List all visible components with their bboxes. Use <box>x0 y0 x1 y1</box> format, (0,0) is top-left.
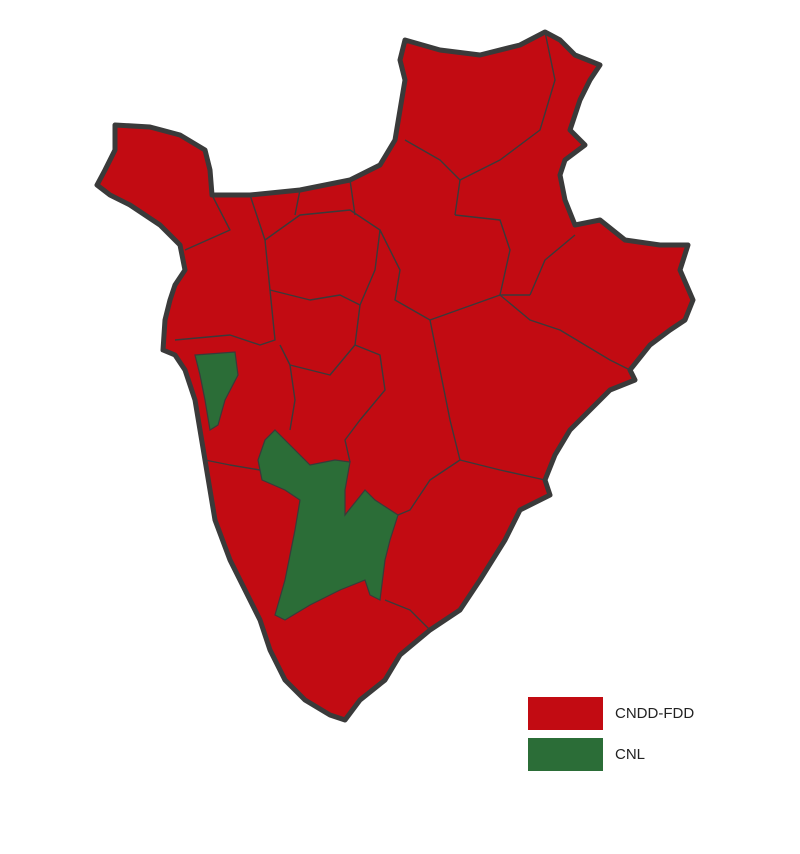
legend-swatch <box>528 697 603 730</box>
legend-swatch <box>528 738 603 771</box>
province-border <box>294 189 301 216</box>
province-border <box>279 304 361 376</box>
province-border <box>404 139 461 216</box>
province-border <box>384 599 431 631</box>
province-border <box>204 459 261 471</box>
province-border <box>289 364 296 431</box>
province-border <box>184 194 231 251</box>
cnl-region-west <box>194 351 239 431</box>
province-border <box>454 214 530 296</box>
province-border <box>429 294 631 371</box>
legend-label: CNDD-FDD <box>615 705 694 722</box>
province-border <box>397 459 461 516</box>
province-border <box>344 344 386 463</box>
province-border <box>529 234 576 296</box>
cnl-region-south <box>257 429 399 621</box>
province-border <box>349 179 356 216</box>
province-border <box>459 31 556 181</box>
province-border <box>379 229 441 371</box>
province-border <box>264 209 381 271</box>
legend: CNDD-FDD CNL <box>528 697 694 771</box>
legend-label: CNL <box>615 746 645 763</box>
country-region <box>94 29 696 723</box>
province-border <box>269 269 376 306</box>
regions <box>94 29 696 723</box>
province-borders <box>174 31 631 631</box>
